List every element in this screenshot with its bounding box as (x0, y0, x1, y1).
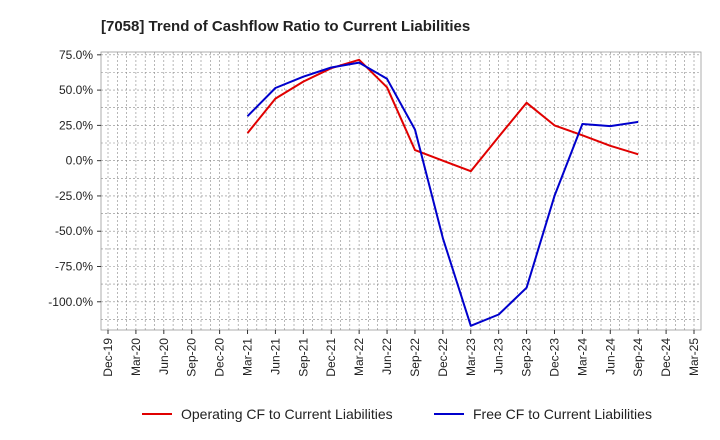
x-tick-label: Jun-21 (268, 338, 282, 375)
x-tick-label: Sep-20 (185, 338, 199, 377)
x-tick-label: Sep-23 (520, 338, 534, 377)
x-tick-label: Dec-20 (213, 338, 227, 377)
y-tick-label: -50.0% (55, 224, 93, 238)
y-tick-label: 75.0% (59, 48, 93, 62)
x-tick-label: Jun-23 (492, 338, 506, 375)
series-line-0 (246, 58, 639, 173)
x-tick-label: Mar-24 (575, 338, 589, 376)
series-lines (246, 58, 639, 327)
plot-area (100, 51, 702, 331)
legend: Operating CF to Current Liabilities Free… (142, 406, 652, 422)
x-tick-label: Dec-19 (101, 338, 115, 377)
y-tick-label: 0.0% (66, 154, 94, 168)
x-tick-label: Dec-23 (547, 338, 561, 377)
x-tick-label: Mar-23 (464, 338, 478, 376)
x-tick-label: Mar-25 (687, 338, 701, 376)
legend-label-operating-cf: Operating CF to Current Liabilities (181, 406, 393, 422)
series-line-1 (246, 61, 639, 327)
y-tick-label: 25.0% (59, 118, 93, 132)
x-tick-label: Sep-22 (408, 338, 422, 377)
chart-title: [7058] Trend of Cashflow Ratio to Curren… (101, 18, 470, 35)
y-tick-label: 50.0% (59, 83, 93, 97)
x-tick-label: Dec-22 (436, 338, 450, 377)
x-axis-ticks: Dec-19 Mar-20 Jun-20 Sep-20 Dec-20 Mar-21 Jun-… (101, 330, 701, 377)
y-tick-label: -100.0% (48, 295, 93, 309)
y-tick-label: -75.0% (55, 259, 93, 273)
gridlines (101, 52, 701, 330)
x-tick-label: Jun-20 (157, 338, 171, 375)
x-tick-label: Mar-22 (352, 338, 366, 376)
x-tick-label: Sep-24 (631, 338, 645, 377)
x-tick-label: Mar-20 (129, 338, 143, 376)
x-tick-label: Sep-21 (296, 338, 310, 377)
x-tick-label: Jun-22 (380, 338, 394, 375)
x-tick-label: Jun-24 (603, 338, 617, 375)
legend-label-free-cf: Free CF to Current Liabilities (473, 406, 652, 422)
x-tick-label: Dec-21 (324, 338, 338, 377)
y-axis-ticks: 75.0% 50.0% 25.0% 0.0% -25.0% -50.0% -75.0% -10… (48, 48, 101, 309)
x-tick-label: Dec-24 (659, 338, 673, 377)
y-tick-label: -25.0% (55, 189, 93, 203)
x-tick-label: Mar-21 (241, 338, 255, 376)
